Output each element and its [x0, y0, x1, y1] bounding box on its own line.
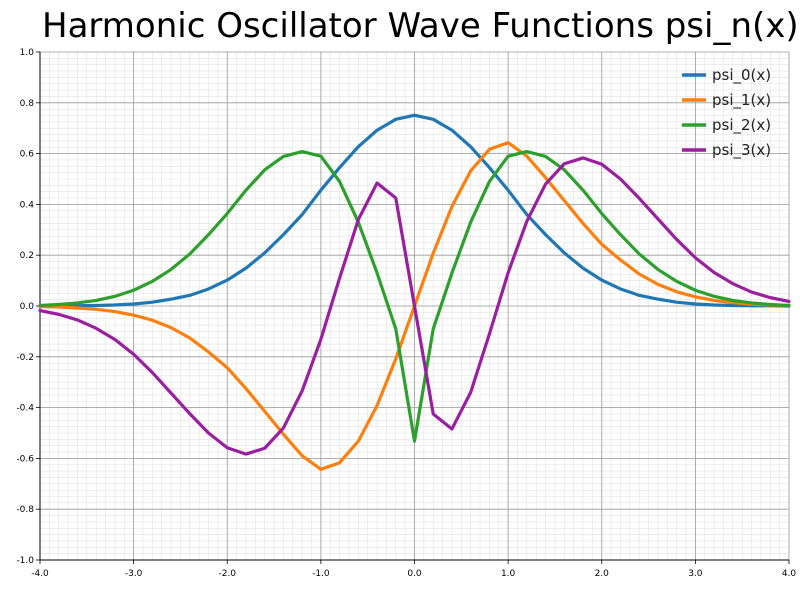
- x-tick-label: -3.0: [125, 569, 143, 579]
- y-tick-label: -1.0: [16, 556, 34, 566]
- legend-label-3: psi_3(x): [712, 141, 771, 160]
- series-line-2: [38, 149, 791, 443]
- series-line-0: [38, 113, 791, 308]
- series-line-3: [38, 156, 791, 456]
- y-tick-label: 0.6: [20, 150, 35, 160]
- y-tick-label: 0.2: [20, 251, 34, 261]
- y-tick-label: 0.4: [20, 200, 35, 210]
- legend-label-2: psi_2(x): [712, 116, 771, 135]
- legend: psi_0(x) psi_1(x) psi_2(x) psi_3(x): [682, 66, 771, 160]
- x-tick-label: -2.0: [218, 569, 236, 579]
- x-tick-label: -1.0: [312, 569, 330, 579]
- series-layer: [38, 113, 791, 471]
- x-tick-label: 0.0: [407, 569, 422, 579]
- y-tick-label: -0.2: [16, 353, 34, 363]
- y-tick-label: -0.8: [16, 505, 34, 515]
- chart-title: Harmonic Oscillator Wave Functions psi_n…: [42, 6, 799, 46]
- x-tick-label: 3.0: [688, 569, 703, 579]
- x-tick-label: 1.0: [501, 569, 516, 579]
- y-tick-label: -0.4: [16, 404, 34, 414]
- y-tick-label: 1.0: [20, 48, 35, 58]
- x-tick-label: 2.0: [595, 569, 610, 579]
- tick-labels: -4.0 -3.0 -2.0 -1.0 0.0 1.0 2.0 3.0 4.0 -1.0 -0.8 -…: [16, 48, 796, 579]
- legend-label-1: psi_1(x): [712, 91, 771, 110]
- x-tick-label: -4.0: [31, 569, 49, 579]
- y-tick-label: -0.6: [16, 454, 34, 464]
- y-tick-label: 0.8: [20, 99, 35, 109]
- y-tick-label: 0.0: [20, 302, 35, 312]
- x-tick-label: 4.0: [782, 569, 797, 579]
- legend-label-0: psi_0(x): [712, 66, 771, 85]
